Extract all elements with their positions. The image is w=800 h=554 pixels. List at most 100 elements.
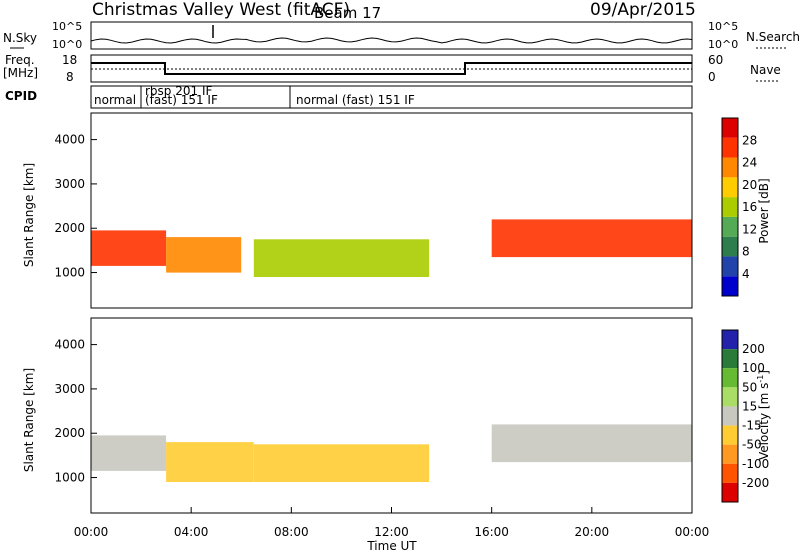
velocity-colorbar-tick: 15 — [742, 399, 757, 413]
cpid-panel-frame — [90, 85, 693, 109]
x-tick-label: 00:00 — [74, 525, 109, 539]
velocity-cells — [91, 424, 692, 482]
power-colorbar-swatch — [722, 118, 738, 138]
velocity-panel-frame — [90, 317, 693, 514]
y-tick-label: 2000 — [54, 221, 85, 235]
power-colorbar: 4 8 12 16 20 24 28 — [721, 117, 757, 297]
power-colorbar-tick: 28 — [742, 133, 757, 147]
velocity-y-axis-label: Slant Range [km] — [22, 368, 36, 472]
date-label: 09/Apr/2015 — [590, 0, 696, 20]
y-tick-label: 4000 — [54, 133, 85, 147]
noise-right-label: N.Search — [746, 30, 800, 44]
velocity-colorbar-swatch — [722, 406, 738, 426]
cpid-segment-rbsp: rbsp 201 IF — [145, 84, 212, 98]
velocity-colorbar: 200 100 50 15 -15 -50 -100 -200 — [721, 329, 769, 503]
echo-band-3 — [491, 219, 692, 258]
noise-right-tick-top: 10^5 — [708, 20, 738, 33]
nave-label: Nave — [750, 63, 781, 77]
noise-left-label: N.Sky — [3, 31, 37, 45]
velocity-colorbar-tick: -50 — [742, 438, 762, 452]
power-colorbar-frame — [721, 117, 739, 297]
power-panel-frame — [90, 112, 693, 309]
freq-tick-bottom: 8 — [66, 70, 74, 84]
echo-band-0 — [91, 230, 167, 266]
x-tick-label: 16:00 — [474, 525, 509, 539]
velocity-colorbar-swatch — [722, 387, 738, 407]
velocity-colorbar-swatch — [722, 425, 738, 445]
noise-sky-trace — [90, 37, 693, 44]
echo-band-1 — [166, 237, 242, 273]
power-colorbar-tick: 24 — [742, 156, 757, 170]
velocity-y-ticks: 1000 2000 3000 4000 — [54, 338, 97, 485]
power-colorbar-tick: 16 — [742, 200, 757, 214]
beam-label: Beam 17 — [314, 4, 381, 22]
x-tick-label: 00:00 — [675, 525, 710, 539]
time-axis-label: Time UT — [366, 539, 417, 553]
noise-left-tick-bottom: 10^0 — [52, 38, 82, 51]
time-x-ticks: 00:00 04:00 08:00 12:00 16:00 20:00 00:00 — [74, 507, 710, 539]
y-tick-label: 4000 — [54, 338, 85, 352]
power-colorbar-label: Power [dB] — [757, 178, 771, 243]
power-colorbar-swatch — [722, 276, 738, 296]
y-tick-label: 1000 — [54, 266, 85, 280]
noise-panel-frame — [90, 21, 693, 50]
cpid-segment-fast: (fast) 151 IF — [145, 93, 218, 107]
echo-band-1 — [166, 442, 254, 482]
power-colorbar-swatch — [722, 216, 738, 237]
power-colorbar-tick: 12 — [742, 222, 757, 236]
velocity-colorbar-tick: 100 — [742, 361, 765, 375]
power-colorbar-swatch — [722, 256, 738, 277]
freq-label-line1: Freq. — [5, 53, 35, 67]
power-y-ticks: 1000 2000 3000 4000 — [54, 133, 97, 280]
velocity-colorbar-swatch — [722, 444, 738, 464]
y-tick-label: 3000 — [54, 177, 85, 191]
power-y-axis-label: Slant Range [km] — [22, 163, 36, 267]
power-colorbar-swatch — [722, 157, 738, 178]
freq-label-line2: [MHz] — [3, 66, 38, 80]
x-tick-label: 20:00 — [575, 525, 610, 539]
noise-left-tick-top: 10^5 — [52, 20, 82, 33]
freq-trace — [91, 62, 692, 75]
echo-band-3 — [491, 424, 692, 463]
freq-panel: Freq. [MHz] 18 8 60 0 Nave — [3, 53, 781, 84]
x-tick-label: 04:00 — [174, 525, 209, 539]
echo-band-2 — [253, 444, 430, 482]
echo-band-2 — [253, 239, 430, 277]
power-colorbar-tick: 4 — [742, 267, 750, 281]
nave-tick-top: 60 — [708, 53, 723, 67]
cpid-panel: CPID normal rbsp 201 IF (fast) 151 IF no… — [5, 84, 693, 109]
y-tick-label: 2000 — [54, 426, 85, 440]
station-title: Christmas Valley West (fitACF) — [92, 0, 350, 20]
power-colorbar-tick: 8 — [742, 245, 750, 259]
velocity-colorbar-tick: -100 — [742, 457, 769, 471]
nave-tick-bottom: 0 — [708, 70, 716, 84]
velocity-colorbar-tick: 50 — [742, 380, 757, 394]
echo-band-0 — [91, 435, 167, 471]
velocity-colorbar-swatch — [722, 349, 738, 369]
freq-tick-top: 18 — [62, 53, 77, 67]
power-colorbar-tick: 20 — [742, 178, 757, 192]
velocity-colorbar-swatch — [722, 330, 738, 350]
velocity-panel: 1000 2000 3000 4000 Slant Range [km] 200 100… — [22, 317, 771, 514]
power-colorbar-swatch — [722, 236, 738, 257]
y-tick-label: 1000 — [54, 471, 85, 485]
cpid-segment-normal: normal — [94, 93, 136, 107]
cpid-segment-normal-fast: normal (fast) 151 IF — [296, 93, 415, 107]
velocity-colorbar-swatch — [722, 463, 738, 483]
velocity-colorbar-swatch — [722, 368, 738, 388]
power-colorbar-swatch — [722, 137, 738, 158]
power-cells — [91, 219, 692, 277]
x-tick-label: 12:00 — [374, 525, 409, 539]
power-colorbar-swatch — [722, 197, 738, 217]
velocity-colorbar-tick: 200 — [742, 342, 765, 356]
velocity-colorbar-tick: -200 — [742, 476, 769, 490]
x-tick-label: 08:00 — [274, 525, 309, 539]
velocity-colorbar-tick: -15 — [742, 419, 762, 433]
noise-right-tick-bottom: 10^0 — [708, 38, 738, 51]
velocity-colorbar-frame — [721, 329, 739, 503]
power-panel: 1000 2000 3000 4000 Slant Range [km] 4 8 12 16… — [22, 112, 771, 309]
noise-panel: N.Sky 10^5 10^0 10^5 10^0 N.Search — [3, 20, 800, 51]
velocity-colorbar-swatch — [722, 482, 738, 502]
cpid-label: CPID — [5, 89, 37, 103]
power-colorbar-swatch — [722, 177, 738, 198]
